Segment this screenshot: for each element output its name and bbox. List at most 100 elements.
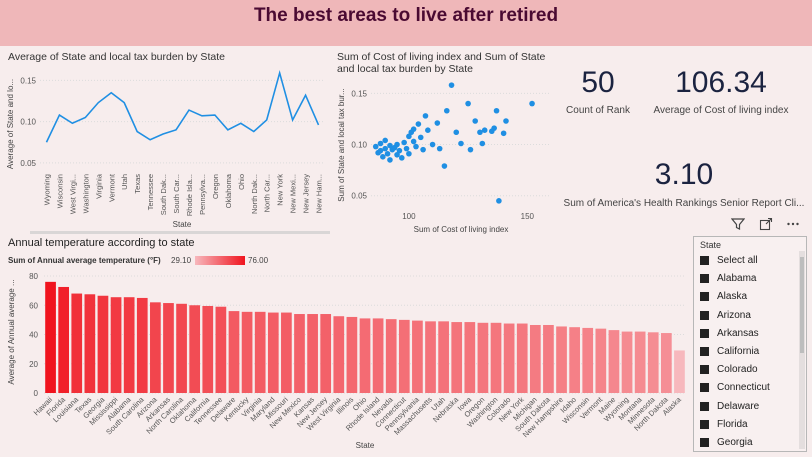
bar-michigan (529, 324, 541, 393)
slicer-item-georgia[interactable]: Georgia (700, 437, 753, 448)
bar-new-hampshire (556, 326, 567, 393)
line-x-tick-label: Vermont (107, 173, 116, 202)
slicer-item-alaska[interactable]: Alaska (700, 291, 747, 302)
scatter-point (443, 107, 450, 114)
slicer-item-florida[interactable]: Florida (700, 419, 748, 430)
slicer-item-delaware[interactable]: Delaware (700, 401, 759, 412)
slicer-item-label: Arkansas (717, 327, 759, 339)
slicer-item-arkansas[interactable]: Arkansas (700, 328, 759, 339)
bar-massachusetts (425, 321, 436, 393)
bar-chart[interactable]: 020406080HawaiiFloridaLouisianaTexasGeor… (0, 266, 690, 456)
slicer-checkbox[interactable] (700, 328, 709, 338)
scatter-point (406, 150, 412, 157)
line-x-tick-label: Utah (120, 174, 129, 190)
scatter-point (372, 143, 379, 150)
scatter-point (387, 157, 393, 163)
scatter-point (377, 140, 384, 147)
scatter-point (403, 145, 410, 152)
scatter-point (387, 142, 393, 149)
bar-x-axis-label: State (356, 441, 375, 450)
state-slicer[interactable]: State Select all Alabama Alaska Arizona Arka… (693, 236, 807, 452)
scatter-point (377, 147, 384, 154)
filter-icon[interactable] (728, 215, 748, 233)
slicer-checkbox[interactable] (700, 256, 709, 265)
line-y-tick-label: 0.10 (20, 118, 36, 127)
bar-legend-max: 76.00 (248, 256, 269, 265)
bar-y-tick-label: 40 (29, 331, 38, 340)
line-x-tick-label: Rhode Isla... (185, 174, 194, 216)
slicer-checkbox[interactable] (700, 274, 709, 284)
slicer-item-label: Connecticut (717, 382, 770, 394)
line-x-tick-label: Washington (81, 174, 90, 213)
scatter-point (415, 121, 422, 127)
slicer-item-alabama[interactable]: Alabama (700, 273, 756, 284)
bar-y-tick-label: 20 (29, 360, 38, 369)
bar-washington (490, 322, 502, 393)
line-x-tick-label: Texas (133, 174, 142, 194)
line-chart-title: Average of State and local tax burden by… (8, 51, 225, 63)
bar-kansas (307, 314, 318, 393)
line-x-tick-label: South Car... (172, 174, 181, 214)
slicer-item-colorado[interactable]: Colorado (700, 364, 758, 375)
bar-new-mexico (294, 314, 305, 393)
line-x-tick-label: West Virgi... (68, 174, 77, 214)
slicer-checkbox[interactable] (700, 438, 709, 447)
slicer-item-california[interactable]: California (700, 346, 759, 357)
bar-new-jersey (320, 314, 332, 393)
bar-oregon (477, 322, 489, 393)
line-x-tick-label: Oklahoma (224, 173, 233, 208)
slicer-checkbox[interactable] (700, 292, 709, 302)
bar-georgia (97, 295, 109, 393)
slicer-checkbox[interactable] (700, 347, 709, 356)
bar-ohio (359, 318, 371, 393)
slicer-checkbox[interactable] (700, 365, 709, 375)
bar-y-axis-label: Average of Annual average ... (7, 279, 16, 384)
line-x-tick-label: Wyoming (42, 174, 51, 205)
slicer-checkbox[interactable] (700, 401, 709, 411)
col-card-value: 106.34 (675, 66, 767, 99)
slicer-scroll-thumb[interactable] (800, 257, 804, 353)
bar-north-carolina (176, 303, 187, 393)
bar-mississippi (110, 297, 122, 393)
col-card-label: Average of Cost of living index (653, 105, 789, 116)
slicer-item-select-all[interactable]: Select all (700, 255, 758, 266)
scatter-point (422, 113, 429, 119)
scatter-point (394, 151, 400, 158)
scatter-point (384, 150, 391, 157)
line-x-tick-label: Ohio (237, 174, 246, 190)
scatter-point (503, 118, 509, 124)
bar-maine (608, 330, 620, 393)
slicer-checkbox[interactable] (700, 383, 709, 393)
slicer-item-arizona[interactable]: Arizona (700, 310, 751, 321)
scatter-point (479, 140, 486, 147)
scatter-x-tick-label: 150 (521, 212, 535, 221)
slicer-item-label: Delaware (717, 400, 760, 412)
slicer-item-connecticut[interactable]: Connecticut (700, 382, 770, 393)
slicer-scrollbar[interactable] (799, 251, 805, 449)
line-x-tick-label: Pennsylva... (198, 174, 207, 215)
line-chart[interactable]: 0.05 0.10 0.15 Wyoming Wisconsin West Virgi..… (0, 62, 335, 238)
bar-oklahoma (189, 305, 201, 393)
bar-missouri (281, 312, 292, 393)
scatter-chart[interactable]: 0.05 0.10 0.15 100 150 Sum of Cost of living … (333, 75, 558, 240)
rank-card-label: Count of Rank (566, 105, 630, 116)
scatter-point (453, 129, 460, 136)
bar-west-virginia (333, 316, 345, 393)
bar-north-dakota (660, 333, 672, 393)
bar-utah (438, 321, 449, 393)
focus-mode-icon[interactable] (756, 215, 776, 233)
page-title: The best areas to live after retired (253, 5, 559, 26)
line-x-tick-label: Virginia (94, 173, 103, 199)
more-options-icon[interactable] (783, 215, 803, 233)
line-x-tick-label: South Dak... (159, 174, 168, 215)
scatter-chart-title: Sum of Cost of living index and Sum of S… (337, 51, 546, 75)
scatter-x-axis-label: Sum of Cost of living index (414, 225, 509, 234)
slicer-checkbox[interactable] (700, 419, 709, 429)
bar-texas (84, 294, 96, 393)
scatter-point (410, 126, 417, 132)
slicer-checkbox[interactable] (700, 310, 709, 320)
scatter-point (481, 127, 488, 134)
scatter-point (406, 133, 412, 140)
bar-nebraska (451, 322, 463, 393)
bar-arizona (150, 302, 161, 393)
